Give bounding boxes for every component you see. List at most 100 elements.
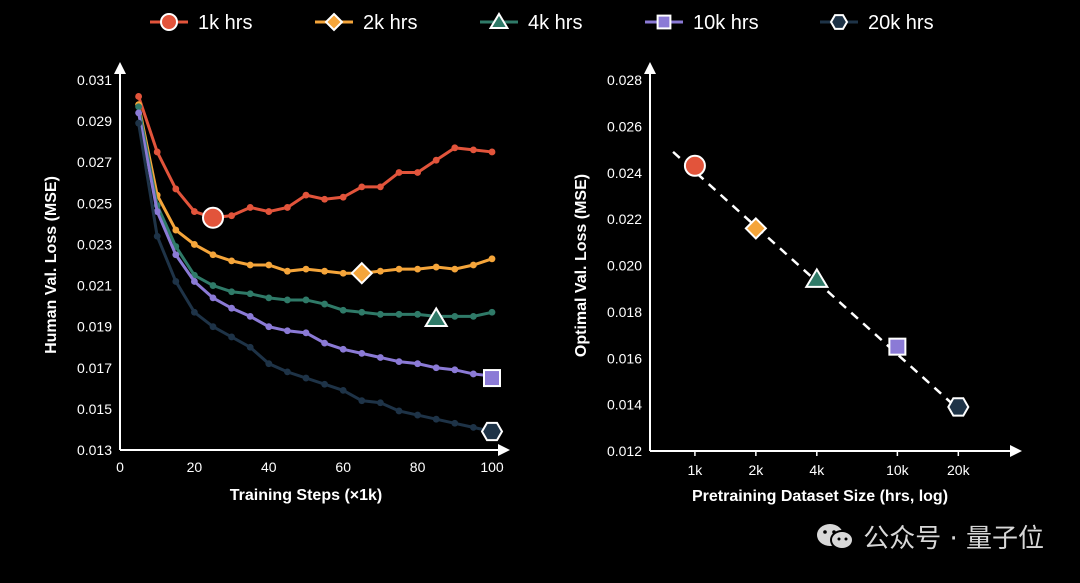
series-line-1k — [137, 95, 493, 220]
data-point-2k — [209, 251, 217, 259]
x-tick-label: 60 — [335, 459, 351, 475]
y-tick-label: 0.027 — [77, 154, 112, 170]
data-point-4k — [284, 296, 291, 304]
data-point-1k — [172, 185, 180, 193]
y-tick-label: 0.016 — [607, 350, 642, 366]
legend-label-4k: 4k hrs — [528, 12, 582, 34]
data-point-2k — [246, 261, 254, 269]
data-point-20k — [377, 399, 384, 407]
point-marker-20k — [947, 397, 970, 417]
data-point-10k — [358, 349, 366, 357]
data-point-4k — [246, 290, 254, 298]
optimum-marker-10k — [483, 369, 501, 388]
right-chart-optimal-loss: 1k 2k 4k 10k 20k 0.012 0.014 0.016 0.018 0.020 0.0… — [573, 62, 1022, 505]
data-point-2k — [321, 267, 328, 275]
data-point-1k — [265, 208, 273, 215]
data-point-2k — [432, 263, 440, 271]
data-point-1k — [228, 212, 236, 220]
legend-marker-10k — [656, 14, 672, 30]
y-axis-title: Human Val. Loss (MSE) — [43, 176, 60, 354]
legend-marker-20k — [829, 14, 849, 30]
legend-marker-2k — [324, 12, 344, 32]
data-point-1k — [470, 146, 477, 154]
data-point-20k — [432, 415, 440, 423]
data-point-2k — [470, 261, 477, 269]
data-point-1k — [395, 169, 403, 176]
point-marker-4k — [804, 267, 830, 288]
x-tick-label: 80 — [410, 459, 426, 475]
data-point-10k — [395, 358, 403, 366]
x-tick-label: 40 — [261, 459, 277, 475]
left-chart-training-loss: 0 20 40 60 80 100 0.013 0.015 0.017 0.019 0.021 0.0… — [43, 62, 510, 504]
x-tick-label: 4k — [809, 462, 825, 478]
data-point-2k — [284, 267, 291, 275]
y-tick-label: 0.021 — [77, 278, 112, 294]
point-marker-10k — [888, 337, 907, 356]
data-point-1k — [377, 183, 384, 191]
y-tick-label: 0.012 — [607, 443, 642, 459]
data-point-20k — [395, 407, 403, 415]
watermark-text: 公众号 · 量子位 — [863, 524, 1044, 554]
data-point-20k — [246, 343, 254, 351]
data-point-2k — [395, 265, 403, 273]
y-tick-label: 0.020 — [607, 258, 642, 274]
data-point-1k — [414, 169, 421, 176]
legend-marker-1k — [160, 13, 178, 31]
data-point-4k — [209, 282, 217, 289]
data-point-20k — [470, 423, 477, 431]
data-point-10k — [321, 339, 328, 347]
data-point-2k — [191, 241, 198, 248]
data-point-10k — [228, 304, 236, 312]
data-point-4k — [451, 312, 459, 320]
data-point-4k — [265, 294, 273, 302]
x-axis-arrow — [1010, 445, 1022, 457]
data-point-10k — [246, 312, 254, 320]
data-point-1k — [191, 208, 198, 215]
point-marker-2k — [744, 216, 768, 240]
legend-label-10k: 10k hrs — [693, 12, 759, 34]
y-tick-label: 0.013 — [77, 442, 112, 458]
data-point-10k — [209, 294, 217, 302]
x-tick-label: 0 — [116, 459, 124, 475]
data-point-10k — [284, 327, 291, 335]
data-point-1k — [488, 148, 496, 156]
y-tick-label: 0.014 — [607, 397, 642, 413]
optimum-marker-4k — [423, 306, 449, 327]
data-point-2k — [414, 265, 421, 273]
y-axis-arrow — [114, 62, 126, 74]
y-tick-label: 0.029 — [77, 113, 112, 129]
data-point-4k — [228, 288, 236, 296]
data-point-4k — [135, 103, 143, 111]
x-tick-label: 10k — [886, 462, 910, 478]
data-point-10k — [470, 370, 477, 378]
data-point-20k — [284, 368, 291, 376]
data-point-20k — [358, 397, 366, 405]
data-point-1k — [302, 191, 310, 199]
data-point-20k — [135, 119, 143, 127]
y-tick-label: 0.026 — [607, 118, 642, 134]
x-tick-label: 100 — [480, 459, 504, 475]
data-point-1k — [321, 195, 328, 203]
data-point-4k — [395, 310, 403, 318]
data-point-1k — [432, 156, 440, 164]
data-point-10k — [414, 360, 421, 368]
y-tick-label: 0.019 — [77, 319, 112, 335]
data-point-20k — [153, 232, 161, 240]
data-point-10k — [265, 323, 273, 331]
x-tick-label: 20 — [187, 459, 203, 475]
y-axis-arrow — [644, 62, 656, 74]
x-tick-label: 20k — [947, 462, 971, 478]
data-point-20k — [414, 411, 421, 419]
data-point-1k — [246, 204, 254, 211]
data-point-20k — [209, 323, 217, 331]
x-axis-title: Pretraining Dataset Size (hrs, log) — [692, 488, 948, 505]
data-point-10k — [153, 208, 161, 215]
data-point-1k — [451, 144, 459, 152]
data-point-20k — [191, 308, 198, 316]
data-point-1k — [358, 183, 366, 191]
series-line-2k — [137, 104, 493, 275]
data-point-10k — [302, 329, 310, 337]
data-point-2k — [172, 226, 180, 234]
data-point-20k — [451, 419, 459, 427]
